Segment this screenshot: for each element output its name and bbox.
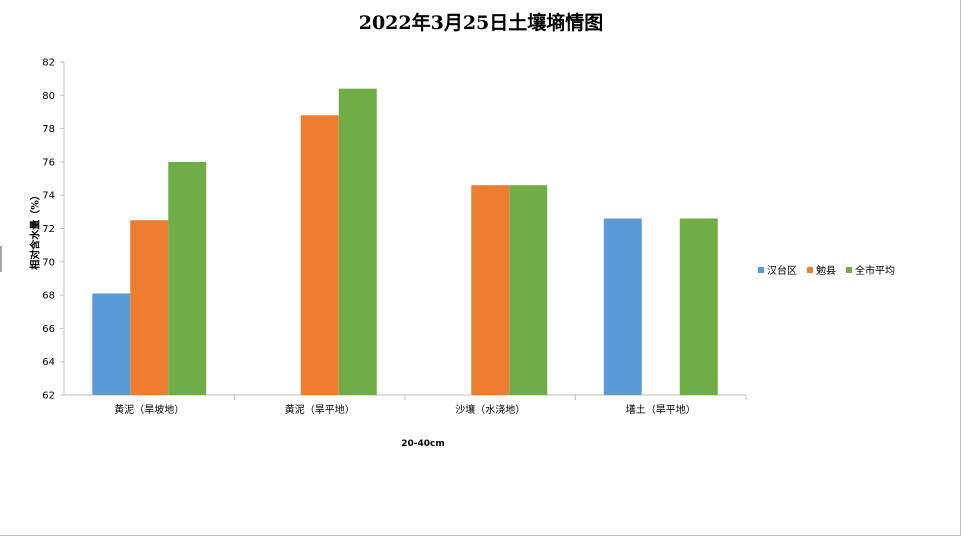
legend-item-hantai: 汉台区 <box>758 262 797 277</box>
legend-item-city-average: 全市平均 <box>846 262 895 277</box>
x-tick-label: 沙壤（水浇地） <box>455 403 525 416</box>
y-tick-label: 76 <box>42 157 55 168</box>
x-tick-label: 黄泥（旱坡地） <box>114 403 184 416</box>
bar <box>509 185 548 395</box>
legend-swatch <box>846 266 852 273</box>
chart-title: 2022年3月25日土壤墒情图 <box>358 12 604 34</box>
y-tick-label: 70 <box>42 257 55 268</box>
y-tick-label: 62 <box>42 391 55 402</box>
y-tick-label: 78 <box>42 124 55 135</box>
bars <box>92 88 718 395</box>
bar <box>338 88 377 395</box>
tick-labels: 62 64 66 68 70 72 74 76 78 80 82 黄泥（旱坡地） 黄泥（旱平地） 沙壤（水… <box>42 58 695 417</box>
y-tick-label: 66 <box>42 324 55 335</box>
legend-label: 汉台区 <box>767 266 797 277</box>
legend-swatch <box>807 266 813 273</box>
bar <box>471 185 510 395</box>
legend-swatch <box>758 266 764 273</box>
bar <box>679 218 718 395</box>
legend-label: 勉县 <box>816 266 836 277</box>
legend-item-mianxian: 勉县 <box>807 262 836 277</box>
bar <box>92 293 131 395</box>
legend: 汉台区 勉县 全市平均 <box>758 262 895 277</box>
x-tick-label: 黄泥（旱平地） <box>285 403 355 416</box>
y-tick-label: 74 <box>42 191 55 202</box>
legend-label: 全市平均 <box>855 266 895 277</box>
bar <box>300 115 339 395</box>
y-tick-label: 64 <box>42 357 55 368</box>
y-tick-label: 68 <box>42 291 55 302</box>
bar <box>168 161 207 395</box>
bar <box>130 220 169 395</box>
bar <box>603 218 642 395</box>
x-tick-label: 墡土（旱平地） <box>626 403 696 416</box>
y-tick-label: 80 <box>42 91 55 102</box>
y-tick-label: 72 <box>42 224 55 235</box>
y-tick-label: 82 <box>42 58 55 69</box>
panel-edge-marker <box>0 246 2 272</box>
x-axis-label: 20-40cm <box>401 439 445 449</box>
